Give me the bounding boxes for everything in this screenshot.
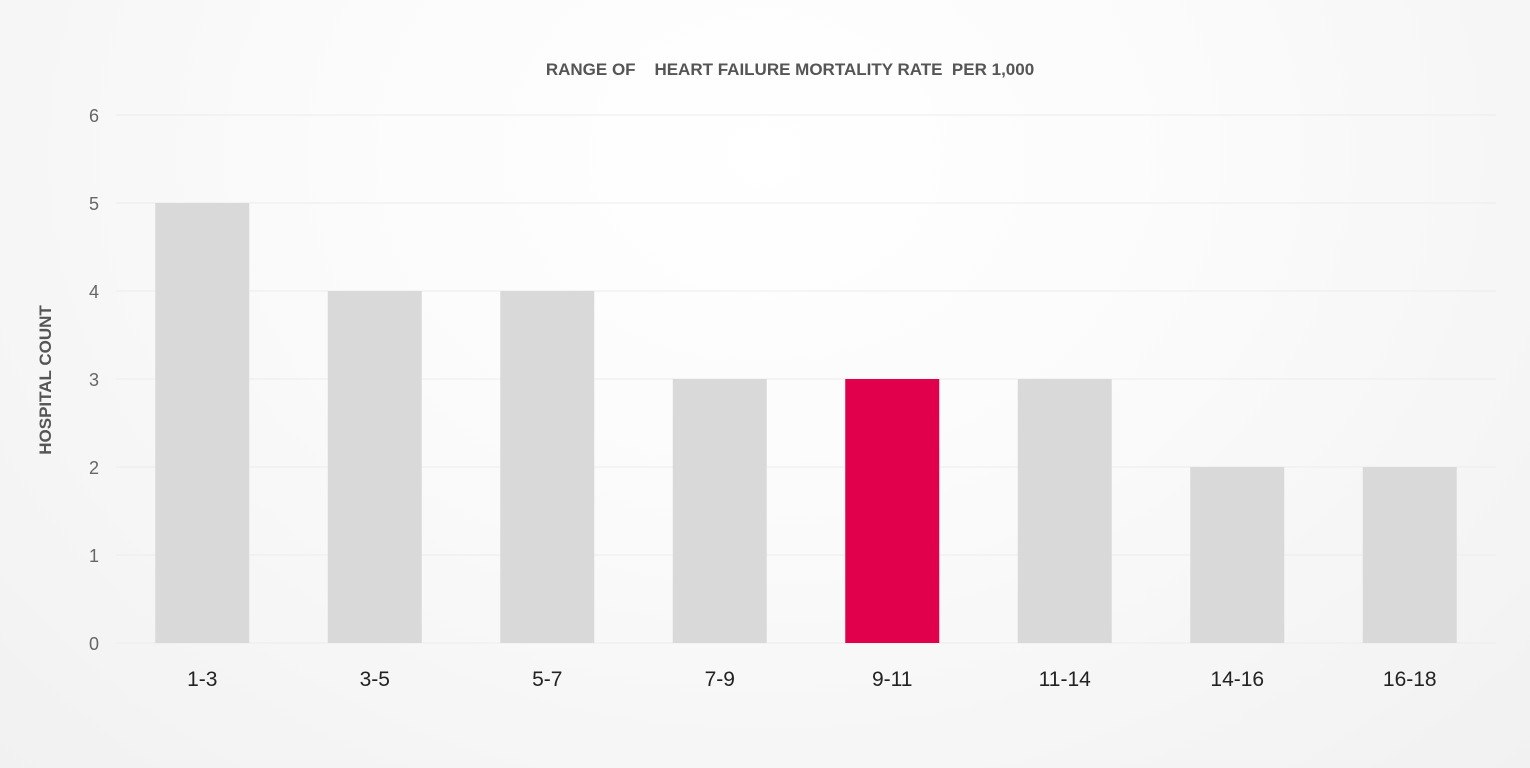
bar-11-14 (1017, 379, 1112, 643)
y-axis-label: HOSPITAL COUNT (36, 305, 55, 455)
y-tick-label: 2 (89, 458, 99, 478)
y-tick-label: 6 (89, 106, 99, 126)
x-tick-label: 5-7 (532, 668, 562, 691)
bar-1-3 (155, 203, 250, 643)
bar-16-18 (1362, 467, 1457, 643)
y-tick-label: 3 (89, 370, 99, 390)
y-tick-label: 0 (89, 634, 99, 654)
x-tick-label: 14-16 (1210, 668, 1264, 691)
y-tick-label: 1 (89, 546, 99, 566)
x-tick-label: 11-14 (1039, 668, 1091, 691)
x-tick-label: 1-3 (187, 668, 217, 691)
y-tick-label: 4 (89, 282, 99, 302)
bar-3-5 (327, 291, 422, 643)
x-tick-label: 3-5 (360, 668, 390, 691)
chart-title: RANGE OF HEART FAILURE MORTALITY RATE PE… (546, 60, 1034, 79)
bar-5-7 (500, 291, 595, 643)
bar-7-9 (672, 379, 767, 643)
x-tick-label: 7-9 (705, 668, 735, 691)
x-axis-ticks: 1-3 3-5 5-7 7-9 9-11 11-14 14-16 16-18 (187, 668, 1437, 691)
bars (155, 203, 1457, 643)
gridlines (116, 114, 1496, 644)
x-tick-label: 9-11 (872, 668, 912, 691)
x-tick-label: 16-18 (1383, 668, 1437, 691)
bar-14-16 (1190, 467, 1285, 643)
y-axis-ticks: 0 1 2 3 4 5 6 (89, 106, 99, 654)
y-tick-label: 5 (89, 194, 99, 214)
bar-9-11 (845, 379, 940, 643)
